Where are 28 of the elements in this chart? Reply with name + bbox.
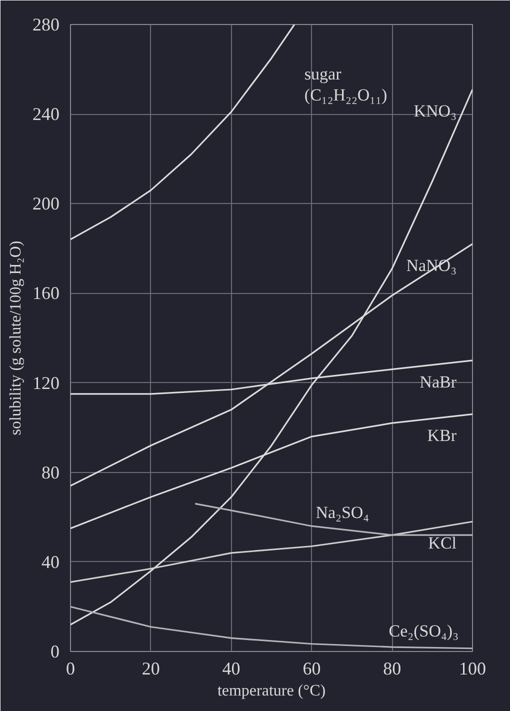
series-label: Ce₂(SO₄)₃ <box>388 621 459 640</box>
x-tick-label: 0 <box>66 658 75 678</box>
line-series <box>70 520 472 583</box>
y-tick-label: 280 <box>32 14 60 34</box>
y-tick-label: 40 <box>42 552 60 572</box>
series-label: NaBr <box>420 372 457 392</box>
series-label: KBr <box>427 426 457 446</box>
y-axis-title: solubility (g solute/100g H₂O) <box>8 240 24 436</box>
y-tick-label: 160 <box>32 283 60 304</box>
y-tick-label: 200 <box>32 194 60 214</box>
series-label: Na₂SO₄ <box>316 503 370 522</box>
line-series <box>70 88 472 626</box>
line-series <box>70 606 472 650</box>
x-axis-title: temperature (°C) <box>217 682 326 700</box>
series-label: KCl <box>428 534 457 553</box>
line-series <box>70 24 296 240</box>
line-series <box>194 502 472 536</box>
series-label: KNO₃ <box>414 101 457 120</box>
x-tick-label: 20 <box>142 658 160 678</box>
series-label: sugar (C₁₂H₂₂O₁₁) <box>304 64 388 104</box>
x-tick-label: 60 <box>302 658 321 678</box>
y-tick-label: 120 <box>32 372 60 393</box>
y-tick-label: 240 <box>32 104 60 124</box>
x-tick-label: 80 <box>383 658 402 678</box>
x-tick-label: 40 <box>222 658 240 678</box>
y-tick-label: 80 <box>42 462 60 482</box>
y-tick-label: 0 <box>50 642 60 662</box>
x-tick-label: 100 <box>459 658 486 678</box>
